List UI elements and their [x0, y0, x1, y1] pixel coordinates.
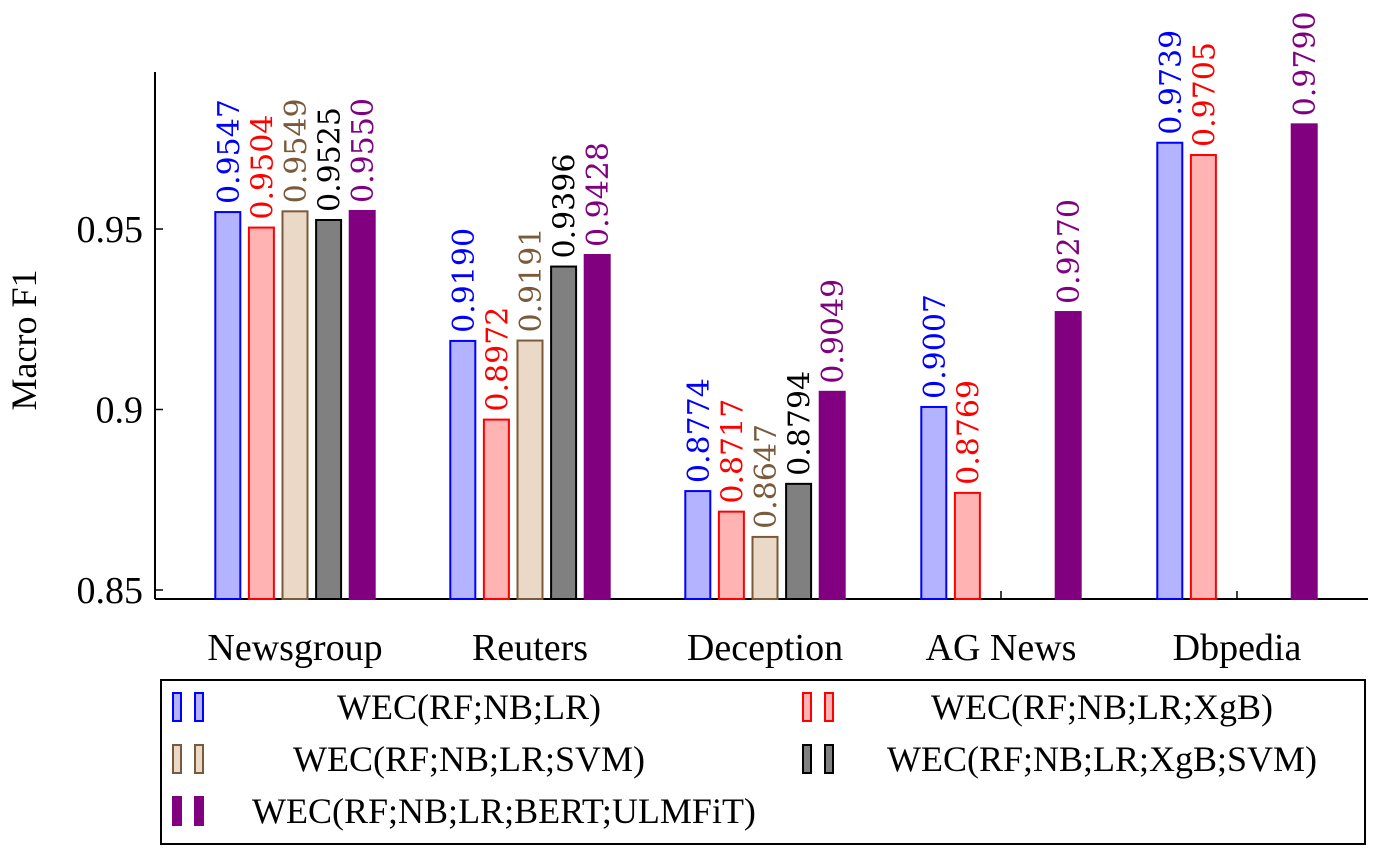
- bar: [684, 490, 712, 600]
- data-label: 0.8769: [951, 380, 986, 485]
- data-label: 0.9190: [447, 228, 482, 333]
- legend-item: WEC(RF;NB;LR;SVM): [172, 735, 722, 783]
- bar: [550, 265, 578, 600]
- y-tick-label: 0.85: [77, 570, 144, 612]
- bar: [482, 418, 510, 600]
- data-label: 0.9550: [346, 98, 381, 203]
- bar: [348, 209, 376, 600]
- data-label: 0.9549: [279, 98, 314, 203]
- bar: [1189, 154, 1217, 601]
- y-tick-label: 0.9: [96, 389, 144, 431]
- data-label: 0.9790: [1288, 11, 1323, 116]
- data-labels: 0.9547 0.9190 0.8774 0.9007 0.9739 0.9504 0.89…: [212, 11, 1323, 529]
- legend-item: WEC(RF;NB;LR): [172, 683, 722, 731]
- legend-item: WEC(RF;NB;LR;BERT;ULMFiT): [172, 787, 792, 835]
- data-label: 0.9525: [313, 107, 348, 212]
- data-label: 0.9007: [918, 294, 953, 399]
- bar-chart: 0.85 0.9 0.95 Newsgroup Reuters Deception AG …: [4, 11, 1368, 669]
- bar: [1290, 123, 1318, 600]
- bar: [516, 339, 544, 600]
- data-label: 0.9739: [1154, 30, 1189, 135]
- y-axis-label: Macro F1: [4, 270, 44, 411]
- legend-swatch: [802, 744, 846, 774]
- x-tick-label: Dbpedia: [1173, 627, 1302, 669]
- bar: [785, 482, 813, 600]
- legend-swatch: [172, 796, 216, 826]
- bar: [583, 254, 611, 600]
- x-axis: Newsgroup Reuters Deception AG News Dbpedia: [207, 591, 1301, 669]
- x-tick-label: Deception: [687, 627, 843, 669]
- data-label: 0.9705: [1187, 42, 1222, 147]
- bar: [920, 405, 948, 600]
- y-tick-label: 0.95: [77, 209, 144, 251]
- data-label: 0.9049: [816, 279, 851, 384]
- legend-label: WEC(RF;NB;LR): [336, 687, 601, 727]
- legend: WEC(RF;NB;LR) WEC(RF;NB;LR;XgB) WEC(RF;NB;…: [160, 679, 1366, 845]
- legend-label: WEC(RF;NB;LR;SVM): [292, 739, 646, 779]
- data-label: 0.8794: [783, 371, 818, 476]
- data-label: 0.9547: [212, 99, 247, 204]
- data-label: 0.8972: [480, 307, 515, 412]
- bar: [281, 210, 309, 600]
- legend-label: WEC(RF;NB;LR;XgB;SVM): [886, 739, 1318, 779]
- x-tick-label: Newsgroup: [207, 627, 382, 669]
- y-axis: 0.85 0.9 0.95: [77, 209, 163, 612]
- bar: [449, 339, 477, 600]
- bar: [818, 390, 846, 601]
- legend-swatch: [172, 692, 216, 722]
- bar: [1156, 141, 1184, 600]
- data-label: 0.9504: [245, 115, 280, 220]
- legend-swatch: [172, 744, 216, 774]
- legend-item: WEC(RF;NB;LR;XgB;SVM): [802, 735, 1358, 783]
- data-label: 0.8774: [682, 378, 717, 483]
- bar: [953, 491, 981, 600]
- legend-label: WEC(RF;NB;LR;XgB): [930, 687, 1274, 727]
- legend-label: WEC(RF;NB;LR;BERT;ULMFiT): [252, 791, 756, 831]
- x-tick-label: Reuters: [472, 627, 588, 669]
- x-tick-label: AG News: [926, 627, 1077, 669]
- legend-item: WEC(RF;NB;LR;XgB): [802, 683, 1358, 731]
- bar: [315, 218, 343, 600]
- legend-swatch: [802, 692, 846, 722]
- data-label: 0.9396: [548, 154, 583, 259]
- data-label: 0.9191: [514, 228, 549, 333]
- data-label: 0.9270: [1052, 199, 1087, 304]
- bar: [1054, 311, 1082, 600]
- bar: [247, 226, 275, 601]
- bar: [717, 510, 745, 601]
- bar: [751, 535, 779, 600]
- bar: [214, 211, 242, 600]
- bars: [214, 123, 1318, 601]
- data-label: 0.9428: [581, 142, 616, 247]
- data-label: 0.8647: [749, 424, 784, 529]
- data-label: 0.8717: [715, 399, 750, 504]
